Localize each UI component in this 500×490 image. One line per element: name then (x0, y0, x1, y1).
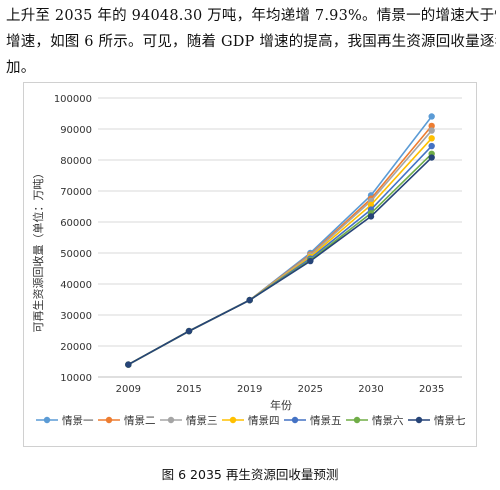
x-tick-label: 2030 (358, 384, 383, 395)
legend-label: 情景一 (62, 414, 94, 427)
legend-item: 情景三 (160, 414, 218, 427)
chart-frame: 10000 20000 30000 40000 50000 60000 70000 80000… (23, 82, 477, 447)
data-point (428, 135, 435, 142)
y-tick-label: 60000 (60, 218, 92, 229)
y-tick-label: 70000 (60, 187, 92, 198)
legend-swatch-marker (43, 416, 51, 424)
legend-swatch-marker (229, 416, 237, 424)
y-tick-label: 10000 (60, 373, 92, 384)
legend-swatch-marker (415, 416, 423, 424)
series-5 (125, 142, 435, 368)
x-tick-label: 2009 (116, 384, 141, 395)
legend-swatch-marker (167, 416, 175, 424)
series-line (127, 153, 433, 366)
y-tick-label: 30000 (60, 311, 92, 322)
y-tick-label: 100000 (54, 94, 92, 105)
legend-item: 情景六 (346, 414, 404, 427)
figure-caption: 图 6 2035 再生资源回收量预测 (161, 467, 339, 482)
data-point (428, 154, 435, 161)
data-point (246, 296, 253, 304)
x-tick-label: 2035 (419, 384, 444, 395)
legend-swatch-marker (353, 416, 361, 424)
data-point (428, 142, 435, 150)
paragraph-line-3: 加。 (6, 60, 36, 76)
data-point (428, 113, 435, 120)
x-tick-label: 2025 (298, 384, 323, 395)
data-point (428, 127, 435, 134)
series-line (127, 156, 433, 366)
x-tick-label: 2019 (237, 384, 262, 395)
series-lines (125, 113, 435, 368)
legend-item: 情景四 (222, 414, 280, 427)
series-line (127, 115, 433, 366)
data-point (367, 213, 375, 220)
legend-item: 情景七 (408, 414, 466, 427)
series-4 (125, 135, 435, 368)
y-tick-labels: 10000 20000 30000 40000 50000 60000 70000 80000… (54, 94, 92, 384)
data-point (125, 361, 132, 368)
grid-lines (98, 97, 462, 378)
legend-item: 情景二 (98, 414, 156, 427)
legend-label: 情景六 (372, 414, 404, 427)
y-tick-label: 90000 (60, 125, 92, 136)
series-line (127, 125, 433, 366)
y-axis-label: 可再生资源回收量（单位：万吨） (31, 168, 45, 333)
legend-label: 情景五 (310, 414, 342, 427)
legend-swatch-marker (291, 416, 299, 424)
series-line (127, 145, 433, 366)
series-2 (125, 122, 435, 368)
y-tick-label: 50000 (60, 249, 92, 260)
legend-item: 情景五 (284, 414, 342, 427)
paragraph-line-1: 上升至 2035 年的 94048.30 万吨，年均递增 7.93%。情景一的增… (6, 8, 496, 24)
series-3 (125, 127, 435, 368)
x-axis-label: 年份 (270, 398, 292, 412)
legend-swatch-marker (105, 416, 113, 424)
legend-item: 情景一 (36, 414, 94, 427)
data-point (185, 327, 193, 335)
y-tick-label: 40000 (60, 280, 92, 291)
y-tick-label: 80000 (60, 156, 92, 167)
x-tick-labels: 2009 2015 2019 2025 2030 2035 (116, 384, 445, 395)
legend-label: 情景二 (124, 414, 156, 427)
data-point (367, 201, 375, 209)
legend-label: 情景七 (434, 414, 466, 427)
body-paragraph: 上升至 2035 年的 94048.30 万吨，年均递增 7.93%。情景一的增… (6, 3, 496, 81)
recycling-forecast-chart: 10000 20000 30000 40000 50000 60000 70000 80000… (31, 94, 466, 427)
series-line (127, 130, 433, 366)
x-tick-label: 2015 (176, 384, 201, 395)
legend: 情景一 情景二 情景三 情景四 情景五 情景六 情景七 (36, 414, 466, 427)
series-7 (125, 154, 435, 368)
paragraph-line-2: 增速，如图 6 所示。可见，随着 GDP 增速的提高，我国再生资源回收量逐年增 (6, 34, 496, 50)
data-point (428, 122, 435, 130)
data-point (307, 257, 314, 265)
legend-label: 情景四 (248, 414, 280, 427)
series-line (127, 137, 433, 366)
series-1 (125, 113, 435, 368)
series-6 (125, 150, 435, 368)
legend-label: 情景三 (186, 414, 218, 427)
y-tick-label: 20000 (60, 342, 92, 353)
